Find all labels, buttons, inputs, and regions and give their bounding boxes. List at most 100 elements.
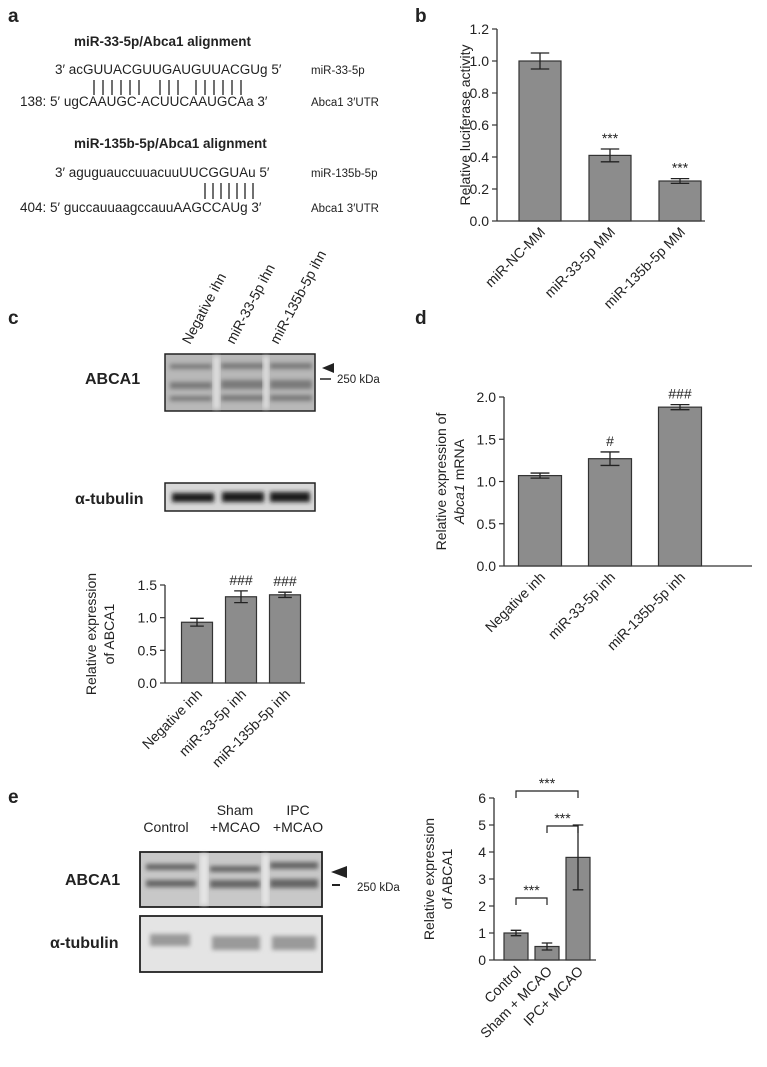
significance-label: *** — [523, 882, 540, 898]
y-tick-label: 1.2 — [470, 21, 490, 37]
y-tick-label: 1 — [478, 925, 486, 941]
y-axis-label: Abca1 mRNA — [451, 438, 467, 525]
utr-sequence: 138: 5′ ugCAAUGC-ACUUCAAUGCAa 3′ — [20, 94, 268, 109]
y-axis-label-part: mRNA — [451, 438, 467, 480]
lane-label: +MCAO — [210, 819, 260, 835]
lane-label: +MCAO — [273, 819, 323, 835]
bar — [517, 474, 563, 567]
y-axis-label: Relative expression — [421, 818, 437, 940]
significance-label: ### — [273, 573, 297, 589]
y-tick-label: 1.5 — [477, 431, 497, 447]
utr-sequence: 404: 5′ guccauuaagccauuAAGCCAUg 3′ — [20, 200, 262, 215]
utr-name: Abca1 3′UTR — [311, 97, 379, 109]
marker-label: 250 kDa — [357, 882, 400, 894]
error-bar — [530, 52, 550, 70]
blot-image — [139, 851, 347, 973]
row-label: α-tubulin — [50, 935, 118, 952]
panel-label: a — [8, 6, 19, 27]
error-bar — [530, 472, 550, 479]
lane-label: Control — [143, 819, 188, 835]
bar — [565, 856, 591, 961]
significance-bracket — [515, 897, 548, 905]
y-tick-label: 1.5 — [138, 577, 158, 593]
bar — [180, 621, 214, 684]
y-axis-label-part: Abca1 — [451, 484, 467, 525]
error-bar — [600, 451, 620, 467]
x-tick-label: miR-135b-5p inh — [209, 686, 293, 770]
utr-name: Abca1 3′UTR — [311, 203, 379, 215]
bar — [268, 594, 302, 684]
base-pairs — [93, 80, 242, 95]
significance-label: # — [606, 433, 614, 449]
mirna-sequence: 3′ aguguauccuuacuuUUCGGUAu 5′ — [55, 165, 270, 180]
y-tick-label: 3 — [478, 871, 486, 887]
error-bar — [541, 942, 553, 951]
x-tick-label: Negative inh — [482, 569, 548, 635]
significance-label: *** — [539, 775, 556, 791]
y-tick-label: 0.4 — [470, 149, 490, 165]
y-tick-label: 6 — [478, 790, 486, 806]
x-tick-label: miR-33-5p MM — [541, 224, 618, 301]
mirna-name: miR-135b-5p — [311, 168, 377, 180]
significance-label: ### — [229, 572, 253, 588]
error-bar — [278, 591, 292, 599]
y-tick-label: 0.0 — [477, 558, 497, 574]
bar — [657, 406, 703, 567]
lane-label: IPC — [286, 802, 309, 818]
y-axis-label: of ABCA1 — [101, 603, 117, 664]
y-tick-label: 4 — [478, 844, 486, 860]
bar — [658, 180, 702, 222]
row-label: α-tubulin — [75, 491, 143, 508]
marker-label: 250 kDa — [337, 374, 380, 386]
row-label: ABCA1 — [85, 371, 140, 388]
y-tick-label: 0.0 — [470, 213, 490, 229]
base-pairs — [204, 183, 254, 199]
x-tick-label: miR-33-5p inh — [545, 569, 618, 642]
significance-bracket — [515, 790, 579, 798]
mirna-sequence: 3′ acGUUACGUUGAUGUUACGUg 5′ — [55, 62, 282, 77]
alignment-title: miR-33-5p/Abca1 alignment — [74, 34, 252, 49]
significance-label: *** — [672, 160, 689, 176]
bar — [587, 458, 633, 567]
bar — [588, 154, 632, 222]
panel-label: e — [8, 787, 19, 808]
alignment-title: miR-135b-5p/Abca1 alignment — [74, 136, 267, 151]
y-tick-label: 1.0 — [477, 474, 497, 490]
row-label: ABCA1 — [65, 872, 120, 889]
panel-label: c — [8, 308, 19, 329]
error-bar — [510, 929, 522, 937]
y-axis-label: Relative expression of — [433, 413, 449, 551]
y-tick-label: 0.2 — [470, 181, 490, 197]
lane-label: Negative ihn — [179, 270, 230, 346]
y-tick-label: 1.0 — [470, 53, 490, 69]
y-axis-label: Relative expression — [83, 573, 99, 695]
bar — [518, 60, 562, 222]
bar — [503, 932, 529, 961]
y-tick-label: 5 — [478, 817, 486, 833]
mirna-name: miR-33-5p — [311, 65, 365, 77]
error-bar — [190, 617, 204, 627]
panel-label: d — [415, 308, 427, 329]
y-tick-label: 0.5 — [477, 516, 497, 532]
y-tick-label: 0.5 — [138, 642, 158, 658]
y-tick-label: 0.0 — [138, 675, 158, 691]
y-axis-label: of ABCA1 — [439, 848, 455, 909]
blot-image — [164, 353, 334, 512]
y-axis-label: Relative luciferase activity — [457, 44, 473, 205]
y-tick-label: 2 — [478, 898, 486, 914]
error-bar — [600, 148, 620, 163]
y-tick-label: 0.8 — [470, 85, 490, 101]
significance-label: *** — [602, 130, 619, 146]
error-bar — [572, 824, 584, 891]
error-bar — [234, 590, 248, 604]
significance-label: *** — [554, 810, 571, 826]
significance-bracket — [546, 825, 579, 833]
lane-label: Sham — [217, 802, 254, 818]
y-tick-label: 0 — [478, 952, 486, 968]
x-tick-label: miR-NC-MM — [482, 224, 548, 290]
y-tick-label: 2.0 — [477, 389, 497, 405]
significance-label: ### — [668, 386, 692, 402]
error-bar — [670, 403, 690, 411]
y-tick-label: 1.0 — [138, 610, 158, 626]
